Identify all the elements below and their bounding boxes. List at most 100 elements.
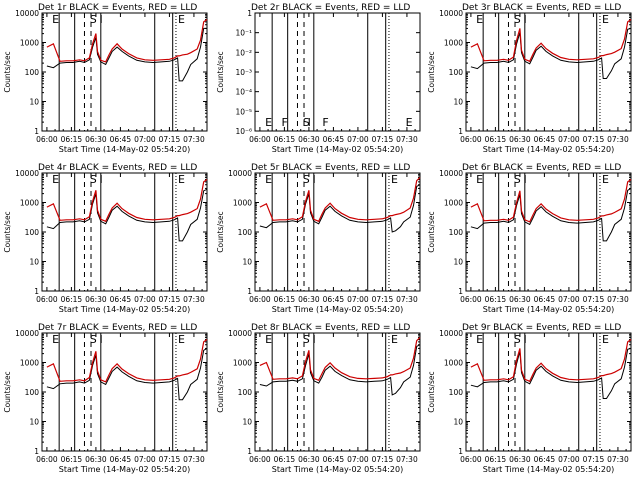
chart-panel-8: Det 8r BLACK = Events, RED = LLD 1 10 100 10… bbox=[216, 323, 421, 474]
y-tick-label: 100 bbox=[25, 228, 40, 237]
plot-frame bbox=[41, 332, 208, 452]
marker-letter: F bbox=[322, 116, 328, 129]
x-tick-label: 06:45 bbox=[534, 455, 556, 464]
x-tick-label: 06:45 bbox=[110, 295, 132, 304]
marker-letter: E bbox=[178, 173, 185, 186]
y-axis-label: Counts/sec bbox=[216, 51, 225, 92]
marker-letter: E bbox=[178, 13, 185, 26]
chart-panel-1: Det 1r BLACK = Events, RED = LLD 1 10 100 10… bbox=[3, 3, 208, 154]
x-tick-label: 06:15 bbox=[485, 455, 507, 464]
y-tick-label: 10 bbox=[29, 98, 39, 107]
x-tick-label: 07:30 bbox=[183, 295, 205, 304]
chart-panel-5: Det 5r BLACK = Events, RED = LLD 1 10 100 10… bbox=[216, 163, 421, 314]
x-tick-label: 07:30 bbox=[396, 135, 418, 144]
x-tick-label: 06:30 bbox=[509, 295, 531, 304]
x-tick-label: 06:00 bbox=[249, 455, 271, 464]
lld-series-line bbox=[46, 19, 208, 63]
y-tick-label: 1000 bbox=[233, 199, 252, 208]
y-tick-label: 1000 bbox=[20, 199, 39, 208]
marker-letter: E bbox=[476, 333, 483, 346]
panel-title: Det 7r BLACK = Events, RED = LLD bbox=[38, 323, 197, 333]
marker-letter: S bbox=[514, 173, 521, 186]
x-tick-label: 07:15 bbox=[583, 295, 605, 304]
x-tick-label: 07:30 bbox=[396, 455, 418, 464]
x-tick-label: 07:30 bbox=[607, 135, 629, 144]
marker-letter: E bbox=[52, 173, 59, 186]
x-tick-label: 07:15 bbox=[159, 295, 181, 304]
lld-series-line bbox=[259, 177, 421, 223]
plot-frame bbox=[254, 12, 421, 132]
marker-letter: S bbox=[303, 333, 310, 346]
panel-title: Det 4r BLACK = Events, RED = LLD bbox=[38, 163, 197, 173]
marker-letter: E bbox=[391, 173, 398, 186]
marker-letter: I bbox=[313, 173, 316, 186]
x-tick-label: 07:30 bbox=[607, 295, 629, 304]
y-axis-label: Counts/sec bbox=[216, 371, 225, 412]
marker-letter: F bbox=[282, 116, 288, 129]
x-axis-label: Start Time (14-May-02 05:54:20) bbox=[483, 305, 614, 314]
chart-panel-6: Det 6r BLACK = Events, RED = LLD 1 10 100 10… bbox=[427, 163, 632, 314]
marker-letter: I bbox=[308, 116, 311, 129]
marker-letter: E bbox=[265, 116, 272, 129]
x-tick-label: 07:00 bbox=[347, 455, 369, 464]
marker-letter: I bbox=[100, 13, 103, 26]
y-axis-label: Counts/sec bbox=[427, 371, 436, 412]
x-tick-label: 06:15 bbox=[485, 295, 507, 304]
chart-panel-9: Det 9r BLACK = Events, RED = LLD 1 10 100 10… bbox=[427, 323, 632, 474]
y-tick-label: 10⁻² bbox=[235, 48, 252, 57]
marker-letter: E bbox=[178, 333, 185, 346]
y-tick-label: 100 bbox=[238, 388, 253, 397]
x-tick-label: 07:00 bbox=[558, 455, 580, 464]
y-tick-label: 1000 bbox=[444, 39, 463, 48]
chart-panel-7: Det 7r BLACK = Events, RED = LLD 1 10 100 10… bbox=[3, 323, 208, 474]
x-tick-label: 06:00 bbox=[460, 455, 482, 464]
x-tick-label: 07:00 bbox=[134, 135, 156, 144]
panel-title: Det 8r BLACK = Events, RED = LLD bbox=[251, 323, 410, 333]
marker-letter: E bbox=[406, 116, 413, 129]
plot-frame bbox=[465, 332, 632, 452]
x-tick-label: 06:30 bbox=[298, 455, 320, 464]
y-tick-label: 10 bbox=[453, 418, 463, 427]
marker-letter: I bbox=[313, 333, 316, 346]
lld-series-line bbox=[470, 19, 632, 63]
y-tick-label: 10⁻⁵ bbox=[235, 107, 252, 116]
x-tick-label: 07:30 bbox=[183, 455, 205, 464]
x-tick-label: 06:00 bbox=[36, 295, 58, 304]
y-axis-label: Counts/sec bbox=[427, 211, 436, 252]
marker-letter: E bbox=[602, 173, 609, 186]
x-tick-label: 06:45 bbox=[323, 455, 345, 464]
lld-series-line bbox=[470, 179, 632, 223]
y-tick-label: 10⁻³ bbox=[235, 68, 252, 77]
y-tick-label: 1 bbox=[458, 287, 463, 296]
marker-letter: I bbox=[524, 173, 527, 186]
x-tick-label: 07:00 bbox=[347, 135, 369, 144]
x-tick-label: 06:15 bbox=[485, 135, 507, 144]
x-tick-label: 07:30 bbox=[396, 295, 418, 304]
x-tick-label: 06:00 bbox=[249, 135, 271, 144]
x-tick-label: 06:15 bbox=[274, 295, 296, 304]
x-tick-label: 07:15 bbox=[583, 455, 605, 464]
marker-letter: I bbox=[100, 173, 103, 186]
x-tick-label: 06:15 bbox=[61, 455, 83, 464]
x-tick-label: 06:30 bbox=[85, 135, 107, 144]
y-tick-label: 1 bbox=[247, 447, 252, 456]
y-tick-label: 10 bbox=[453, 258, 463, 267]
marker-letter: E bbox=[52, 333, 59, 346]
x-axis-label: Start Time (14-May-02 05:54:20) bbox=[59, 145, 190, 154]
x-tick-label: 07:15 bbox=[372, 455, 394, 464]
y-tick-label: 100 bbox=[25, 68, 40, 77]
y-axis-label: Counts/sec bbox=[3, 51, 12, 92]
x-tick-label: 07:15 bbox=[159, 135, 181, 144]
x-tick-label: 06:00 bbox=[36, 455, 58, 464]
x-tick-label: 06:30 bbox=[509, 455, 531, 464]
y-tick-label: 10000 bbox=[15, 329, 39, 338]
x-tick-label: 06:15 bbox=[61, 135, 83, 144]
y-tick-label: 10000 bbox=[15, 169, 39, 178]
x-axis-label: Start Time (14-May-02 05:54:20) bbox=[483, 145, 614, 154]
events-series-line bbox=[470, 347, 632, 399]
x-tick-label: 06:30 bbox=[298, 135, 320, 144]
y-tick-label: 10 bbox=[29, 418, 39, 427]
x-tick-label: 07:00 bbox=[134, 455, 156, 464]
